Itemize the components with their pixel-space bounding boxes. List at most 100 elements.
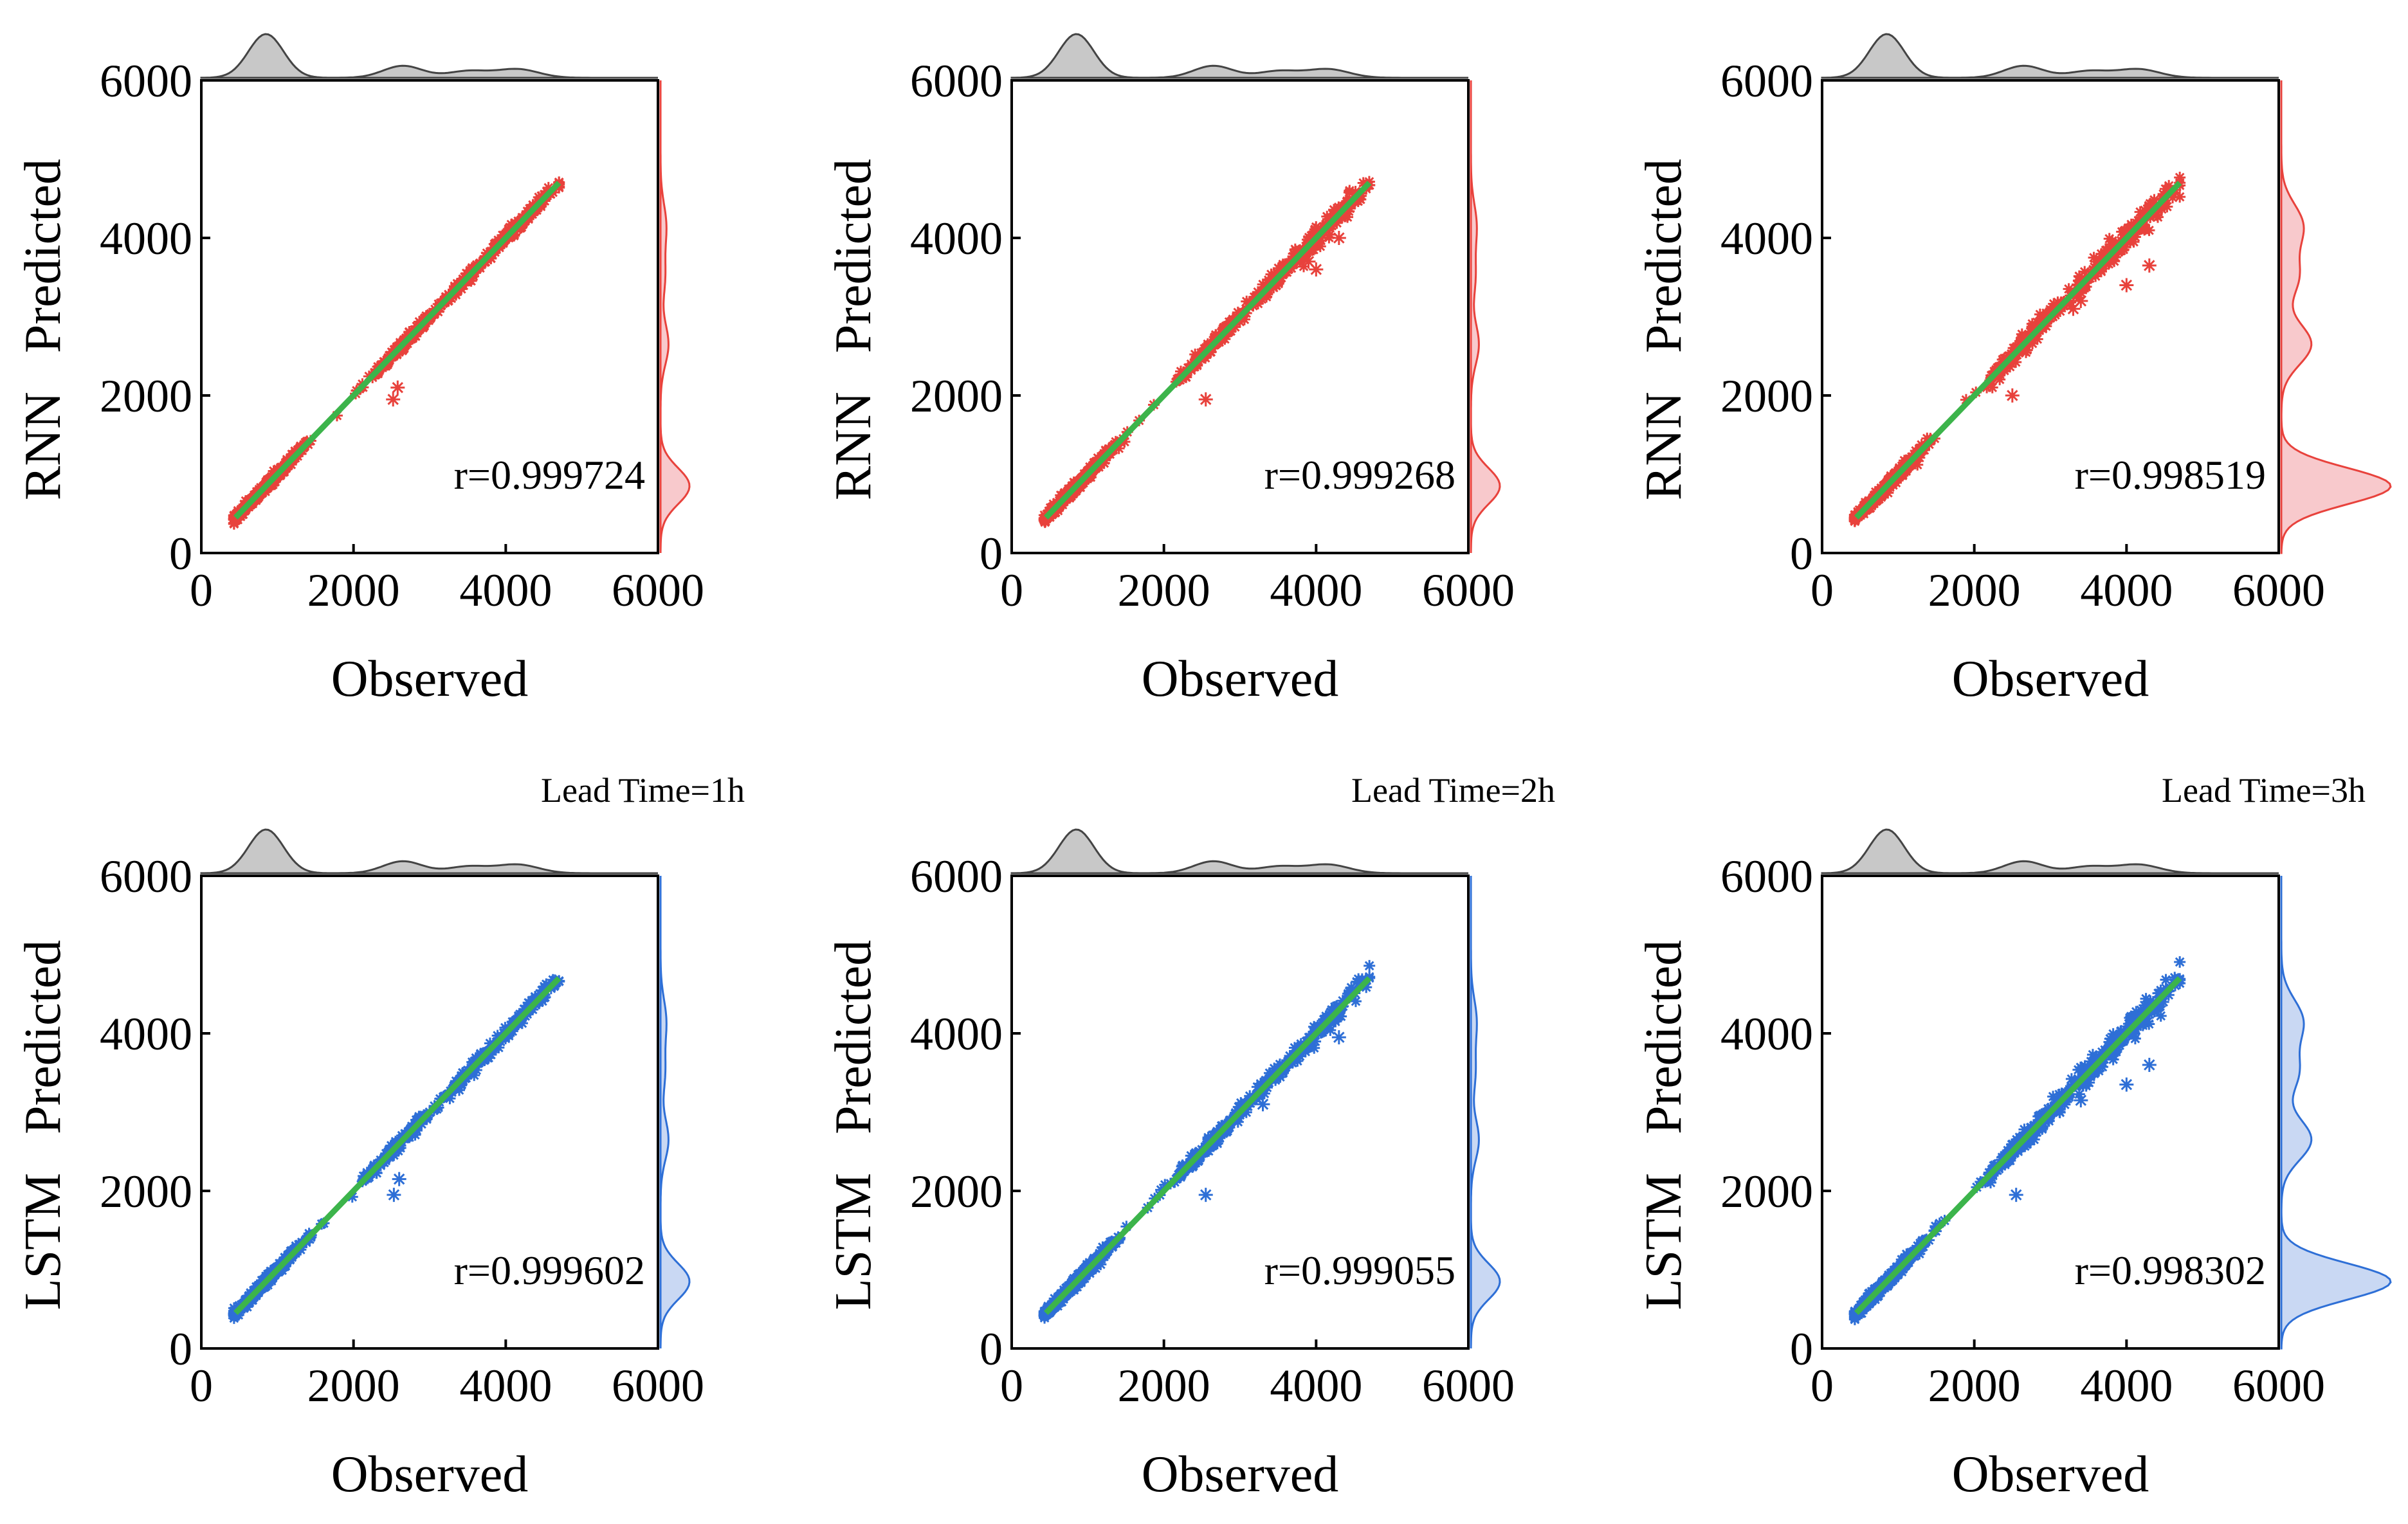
right-marginal-density: [2280, 80, 2392, 554]
x-tick-label: 0: [1000, 565, 1023, 616]
scatter-point: [1357, 177, 1369, 189]
x-axis-title: Observed: [331, 1446, 529, 1503]
x-tick-label: 4000: [459, 565, 552, 616]
scatter-point: [2034, 316, 2046, 329]
scatter-point: [1113, 442, 1125, 455]
top-marginal-density: [1010, 828, 1468, 875]
scatter-point: [295, 440, 307, 452]
y-axis-title: RNN Predicted: [825, 159, 882, 500]
scatter-point: [2161, 201, 2173, 213]
scatter-point: [2074, 271, 2086, 283]
x-tick-label: 6000: [612, 565, 704, 616]
scatter-point: [1349, 995, 1362, 1008]
y-tick-label: 2000: [100, 1166, 192, 1217]
y-axis-title: LSTM Predicted: [825, 940, 882, 1310]
scatter-point: [2160, 974, 2172, 986]
scatter-point: [2090, 270, 2102, 282]
scatter-point: [2016, 332, 2029, 344]
x-tick-label: 6000: [1422, 565, 1515, 616]
scatter-point: [2157, 199, 2169, 211]
scatter-point: [1898, 455, 1910, 467]
scatter-point: [524, 203, 536, 215]
scatter-point: [1052, 1300, 1064, 1312]
x-axis-title: Observed: [331, 651, 529, 707]
y-tick-label: 2000: [100, 370, 192, 422]
scatter-point: [361, 1166, 373, 1179]
top-marginal-density: [200, 828, 658, 875]
x-tick-label: 2000: [307, 1360, 400, 1411]
x-axis-title: Observed: [1952, 651, 2149, 707]
scatter-point: [2162, 989, 2175, 1001]
scatter-point: [230, 514, 242, 527]
y-tick-label: 2000: [910, 370, 1003, 422]
scatter-point: [2079, 266, 2091, 278]
scatter-point: [482, 1051, 495, 1064]
right-marginal-density: [1470, 80, 1501, 554]
correlation-annotation: r=0.999055: [1264, 1247, 1455, 1293]
scatter-point: [2102, 1040, 2115, 1053]
scatter-point: [2008, 353, 2020, 365]
scatter-point: [1331, 1010, 1344, 1022]
outlier-point: [2142, 258, 2157, 273]
outlier-point: [1309, 262, 1324, 277]
y-tick-label: 4000: [100, 213, 192, 264]
scatter-point: [2054, 305, 2066, 317]
y-tick-label: 0: [169, 1323, 192, 1375]
scatter-point: [538, 981, 551, 993]
outlier-point: [2066, 302, 2081, 316]
y-tick-label: 2000: [910, 1166, 1003, 1217]
outlier-point: [1301, 254, 1316, 269]
outlier-point: [2119, 278, 2134, 293]
scatter-point: [1323, 231, 1335, 244]
right-marginal-density: [659, 876, 691, 1349]
outlier-point: [392, 1172, 406, 1186]
scatter-point: [1986, 381, 1998, 394]
y-axis-title: LSTM Predicted: [15, 940, 71, 1310]
scatter-point: [1291, 1053, 1303, 1065]
scatter-point: [468, 1069, 480, 1082]
scatter-point: [1343, 186, 1355, 199]
scatter-point: [2047, 1091, 2059, 1103]
top-marginal-density: [1821, 33, 2279, 79]
scatter-point: [1317, 1026, 1329, 1039]
scatter-point: [475, 1048, 487, 1060]
scatter-point: [2018, 1123, 2030, 1136]
x-tick-label: 4000: [1270, 1360, 1362, 1411]
plot-frame: [1821, 79, 2280, 554]
scatter-point: [2167, 192, 2179, 204]
outlier-point: [1198, 392, 1213, 407]
scatter-point: [2163, 179, 2175, 192]
scatter-point: [1342, 990, 1354, 1002]
x-tick-label: 4000: [1270, 565, 1362, 616]
y-tick-label: 6000: [910, 851, 1003, 902]
correlation-annotation: r=0.999724: [454, 452, 645, 498]
y-tick-label: 4000: [910, 213, 1003, 264]
scatter-point: [1876, 489, 1888, 502]
x-tick-label: 6000: [2232, 565, 2325, 616]
y-tick-label: 0: [1790, 528, 1813, 579]
scatter-point: [2036, 313, 2048, 325]
y-tick-label: 4000: [1720, 213, 1813, 264]
right-marginal-density: [659, 80, 691, 554]
lead-time-label: Lead Time=1h: [541, 771, 745, 810]
y-tick-label: 6000: [1720, 55, 1813, 107]
scatter-point: [2120, 228, 2132, 240]
fit-line: [1854, 181, 2182, 520]
scatter-point: [1201, 340, 1214, 352]
scatter-point: [1244, 1090, 1256, 1102]
scatter-point: [2075, 287, 2087, 299]
scatter-point: [1301, 233, 1313, 246]
scatter-point: [370, 1167, 383, 1179]
correlation-annotation: r=0.999602: [454, 1247, 645, 1293]
scatter-point: [1263, 274, 1275, 286]
scatter-point: [1203, 1145, 1215, 1157]
scatter-point: [2100, 259, 2112, 271]
y-tick-label: 0: [980, 1323, 1003, 1375]
scatter-point: [1360, 981, 1373, 993]
outlier-point: [2005, 388, 2020, 403]
correlation-annotation: r=0.998519: [2075, 452, 2266, 498]
x-tick-label: 6000: [612, 1360, 704, 1411]
scatter-point: [1310, 1022, 1322, 1034]
top-marginal-density: [1010, 33, 1468, 79]
